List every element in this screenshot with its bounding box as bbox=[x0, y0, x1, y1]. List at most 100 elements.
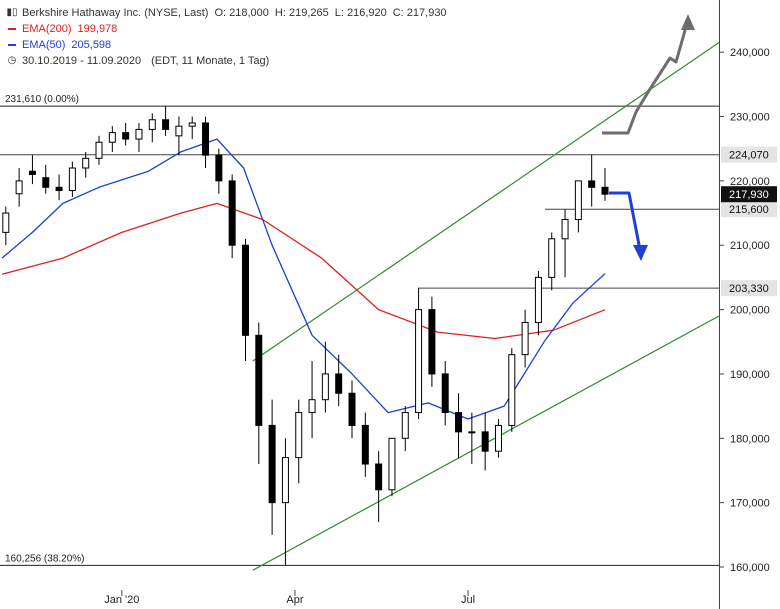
candle-body bbox=[28, 170, 36, 175]
y-tick-label: 240,000 bbox=[730, 47, 770, 59]
y-tick-label: 180,000 bbox=[730, 433, 770, 445]
ema50-value: 205,598 bbox=[71, 39, 112, 51]
y-tick-label: 200,000 bbox=[730, 305, 770, 317]
candle-body bbox=[388, 437, 396, 491]
current-price-tag-bg bbox=[721, 186, 777, 203]
candle-body bbox=[82, 157, 90, 169]
candle-body bbox=[162, 119, 170, 130]
x-tick-label: Jul bbox=[461, 594, 475, 606]
candle-body bbox=[295, 412, 303, 459]
candle-body bbox=[68, 167, 76, 192]
candle-body bbox=[321, 373, 329, 401]
clock-icon: ◷ bbox=[7, 55, 17, 66]
candle-body bbox=[148, 119, 156, 130]
candle-body bbox=[241, 244, 249, 336]
level-price-tag-bg bbox=[721, 146, 777, 163]
candle-body bbox=[601, 186, 609, 195]
channel-line-upper bbox=[252, 42, 720, 362]
candle-body bbox=[428, 309, 436, 375]
y-tick-label: 170,000 bbox=[730, 498, 770, 510]
level-price-tag: 203,330 bbox=[729, 283, 769, 295]
horizontal-levels bbox=[0, 105, 719, 566]
bearish-scenario-arrow bbox=[609, 191, 642, 251]
candle-body bbox=[574, 180, 582, 220]
legend-ohlc-row: ▮▯ Berkshire Hathaway Inc. (NYSE, Last) … bbox=[6, 5, 447, 21]
candle-body bbox=[548, 238, 556, 278]
price-tags: 224,070 215,600 203,330 217,930 bbox=[721, 146, 777, 297]
x-axis: Jan '20 Apr Jul bbox=[104, 590, 475, 606]
candle-body bbox=[561, 218, 569, 240]
candle-body bbox=[202, 122, 210, 156]
current-price-tag: 217,930 bbox=[729, 189, 769, 201]
candle-body bbox=[228, 180, 236, 246]
level-price-tag: 215,600 bbox=[729, 204, 769, 216]
x-tick-label: Jan '20 bbox=[104, 594, 139, 606]
candle-body bbox=[335, 373, 343, 394]
legend-ema50-row: EMA(50) 205,598 bbox=[6, 37, 447, 53]
instrument-name: Berkshire Hathaway Inc. (NYSE, Last) bbox=[22, 7, 209, 19]
legend-ema200-row: EMA(200) 199,978 bbox=[6, 21, 447, 37]
ema200-swatch bbox=[8, 28, 16, 30]
candle-body bbox=[441, 373, 449, 414]
bullish-arrowhead bbox=[681, 14, 695, 30]
bullish-scenario-arrow bbox=[602, 19, 690, 135]
ema200-value: 199,978 bbox=[77, 23, 118, 35]
fib-labels: 231,610 (0.00%) 160,256 (38.20%) bbox=[5, 94, 85, 564]
candle-body bbox=[42, 177, 50, 188]
candle-body bbox=[55, 186, 63, 192]
ohlc-high: H: 219,265 bbox=[274, 7, 329, 19]
candle-body bbox=[455, 412, 463, 433]
bearish-arrowhead bbox=[633, 245, 648, 261]
ema50-label: EMA(50) bbox=[22, 39, 66, 51]
x-tick-label: Apr bbox=[286, 594, 303, 606]
candle-body bbox=[255, 334, 263, 426]
candle-body bbox=[122, 132, 130, 140]
fib-level-label: 160,256 (38.20%) bbox=[5, 553, 85, 564]
period-info: (EDT, 11 Monate, 1 Tag) bbox=[151, 55, 270, 67]
candle-body bbox=[534, 276, 542, 323]
ema200-layer bbox=[1, 202, 606, 340]
candle-body bbox=[15, 180, 23, 195]
candle-body bbox=[521, 321, 529, 356]
ema200-label: EMA(200) bbox=[22, 23, 72, 35]
candlestick-icon: ▮▯ bbox=[6, 7, 18, 18]
y-tick-label: 220,000 bbox=[730, 176, 770, 188]
candle-body bbox=[375, 463, 383, 491]
candle-body bbox=[481, 431, 489, 452]
level-price-tag-bg bbox=[721, 201, 777, 218]
legend-period-row: ◷ 30.10.2019 - 11.09.2020 (EDT, 11 Monat… bbox=[6, 53, 447, 69]
candle-body bbox=[215, 154, 223, 182]
candle-body bbox=[308, 399, 316, 414]
candle-body bbox=[175, 125, 183, 137]
y-tick-label: 190,000 bbox=[730, 369, 770, 381]
candle-body bbox=[95, 141, 103, 159]
trend-channel bbox=[252, 42, 720, 571]
candle-body bbox=[508, 354, 516, 426]
fib-level-label: 231,610 (0.00%) bbox=[5, 94, 79, 105]
ohlc-close: C: 217,930 bbox=[392, 7, 447, 19]
period-range: 30.10.2019 - 11.09.2020 bbox=[22, 55, 142, 67]
candle-body bbox=[268, 424, 276, 504]
ohlc-open: O: 218,000 bbox=[214, 7, 269, 19]
candle-body bbox=[348, 392, 356, 426]
level-price-tag: 224,070 bbox=[729, 150, 769, 162]
ema200-line bbox=[1, 202, 606, 340]
candle-body bbox=[468, 431, 476, 434]
ohlc-low: L: 216,920 bbox=[334, 7, 387, 19]
level-price-tag-bg bbox=[721, 280, 777, 297]
candle-body bbox=[281, 457, 289, 504]
y-tick-label: 210,000 bbox=[730, 240, 770, 252]
y-tick-label: 230,000 bbox=[730, 112, 770, 124]
candle-body bbox=[588, 180, 596, 188]
y-axis: 160,000 170,000 180,000 190,000 200,000 210,0… bbox=[719, 47, 770, 574]
candle-body bbox=[188, 122, 196, 127]
y-tick-label: 160,000 bbox=[730, 562, 770, 574]
candle-body bbox=[108, 132, 116, 143]
annotation-arrows bbox=[602, 14, 695, 261]
candle-body bbox=[401, 412, 409, 439]
chart-legend: ▮▯ Berkshire Hathaway Inc. (NYSE, Last) … bbox=[6, 5, 447, 69]
candles bbox=[2, 106, 609, 566]
candle-body bbox=[361, 424, 369, 465]
